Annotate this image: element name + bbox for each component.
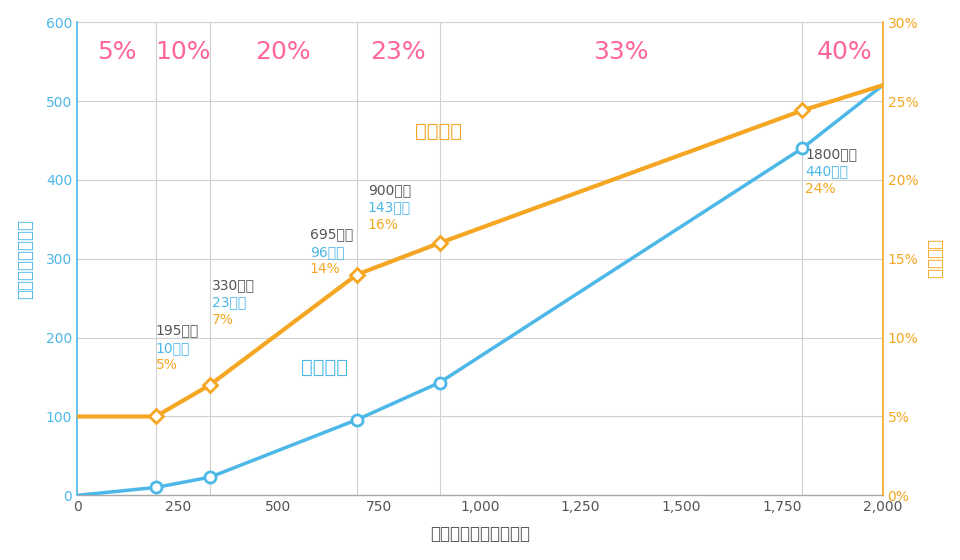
Y-axis label: 所得税額（万円）: 所得税額（万円） xyxy=(16,219,35,299)
Text: 20%: 20% xyxy=(255,40,311,63)
Text: 5%: 5% xyxy=(98,40,137,63)
Text: 330万円: 330万円 xyxy=(212,278,255,292)
Text: 33%: 33% xyxy=(593,40,649,63)
Text: 10%: 10% xyxy=(155,40,210,63)
Text: 695万円: 695万円 xyxy=(310,227,353,241)
Text: 所得税額: 所得税額 xyxy=(300,358,348,377)
Text: 24%: 24% xyxy=(805,181,836,195)
Y-axis label: 実質税率: 実質税率 xyxy=(925,239,944,279)
Text: 96万円: 96万円 xyxy=(310,245,345,259)
Text: 14%: 14% xyxy=(310,262,341,276)
Text: 7%: 7% xyxy=(212,312,234,326)
Text: 23万円: 23万円 xyxy=(212,295,246,309)
Text: 1800万円: 1800万円 xyxy=(805,147,857,161)
Text: 5%: 5% xyxy=(156,358,178,372)
Text: 10万円: 10万円 xyxy=(156,341,190,355)
Text: 16%: 16% xyxy=(368,218,398,232)
Text: 23%: 23% xyxy=(371,40,426,63)
X-axis label: 課税所得金額（万円）: 課税所得金額（万円） xyxy=(430,525,530,543)
Text: 143万円: 143万円 xyxy=(368,200,411,214)
Text: 40%: 40% xyxy=(817,40,873,63)
Text: 実質税率: 実質税率 xyxy=(416,122,463,141)
Text: 195万円: 195万円 xyxy=(156,324,199,338)
Text: 900万円: 900万円 xyxy=(368,183,411,197)
Text: 440万円: 440万円 xyxy=(805,164,849,178)
